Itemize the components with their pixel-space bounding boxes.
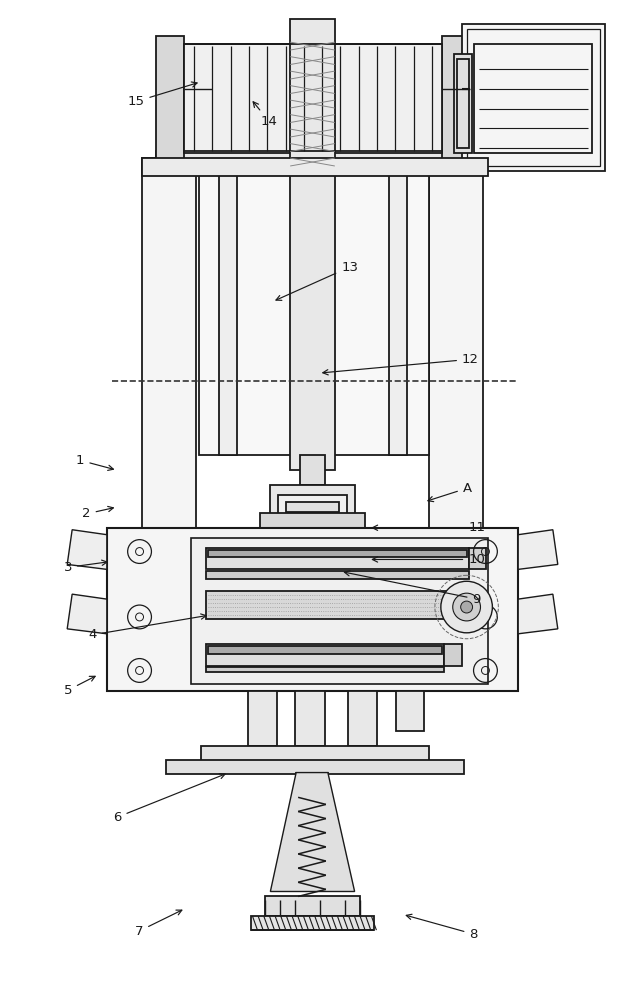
Text: 14: 14 xyxy=(253,102,278,128)
Bar xyxy=(251,916,374,930)
Bar xyxy=(429,158,484,170)
Text: 2: 2 xyxy=(82,506,113,520)
Bar xyxy=(454,54,472,153)
Text: 5: 5 xyxy=(64,676,95,697)
Bar xyxy=(348,691,378,746)
Bar xyxy=(141,163,196,678)
Bar xyxy=(469,548,486,569)
Text: 8: 8 xyxy=(406,914,478,941)
Polygon shape xyxy=(518,594,558,634)
Polygon shape xyxy=(68,530,107,569)
Text: 13: 13 xyxy=(276,261,358,300)
Bar xyxy=(271,485,354,515)
Text: 3: 3 xyxy=(64,560,107,574)
Bar xyxy=(219,163,237,455)
Bar xyxy=(141,158,488,176)
Bar xyxy=(156,36,184,165)
Text: 7: 7 xyxy=(135,910,182,938)
Bar xyxy=(467,29,601,166)
Bar xyxy=(166,760,464,774)
Bar xyxy=(295,691,325,746)
Text: 9: 9 xyxy=(344,571,481,606)
Bar xyxy=(290,19,335,470)
Text: 1: 1 xyxy=(76,454,113,470)
Text: 10: 10 xyxy=(372,553,485,566)
Bar xyxy=(266,896,359,916)
Bar xyxy=(141,158,196,170)
Bar xyxy=(300,455,325,485)
Bar xyxy=(206,644,444,666)
Bar xyxy=(208,550,467,557)
Bar xyxy=(278,495,347,515)
Bar xyxy=(206,548,469,569)
Text: 4: 4 xyxy=(88,614,206,641)
Bar xyxy=(261,513,364,528)
Bar xyxy=(457,59,469,148)
Bar xyxy=(206,571,469,579)
Text: 15: 15 xyxy=(127,82,197,108)
Bar xyxy=(156,151,474,169)
Circle shape xyxy=(441,581,493,633)
Bar xyxy=(474,44,592,153)
Bar xyxy=(201,746,429,768)
Text: 6: 6 xyxy=(113,774,225,824)
Text: 11: 11 xyxy=(372,521,485,534)
Text: A: A xyxy=(428,482,472,502)
Bar xyxy=(199,163,429,455)
Bar xyxy=(442,36,469,165)
Bar xyxy=(396,691,424,731)
Bar xyxy=(296,773,328,891)
Bar xyxy=(107,528,518,691)
Bar xyxy=(248,691,278,746)
Polygon shape xyxy=(271,773,354,891)
Bar xyxy=(286,502,339,512)
Bar xyxy=(191,538,488,684)
Bar xyxy=(444,644,462,666)
Bar xyxy=(389,163,407,455)
Bar xyxy=(429,163,484,678)
Bar xyxy=(462,24,606,171)
Polygon shape xyxy=(68,594,107,634)
Circle shape xyxy=(452,593,481,621)
Bar xyxy=(184,44,442,153)
Text: 12: 12 xyxy=(322,353,479,375)
Circle shape xyxy=(461,601,472,613)
Bar xyxy=(206,591,454,619)
Polygon shape xyxy=(518,530,558,569)
Bar xyxy=(206,667,444,672)
Bar xyxy=(208,646,442,654)
